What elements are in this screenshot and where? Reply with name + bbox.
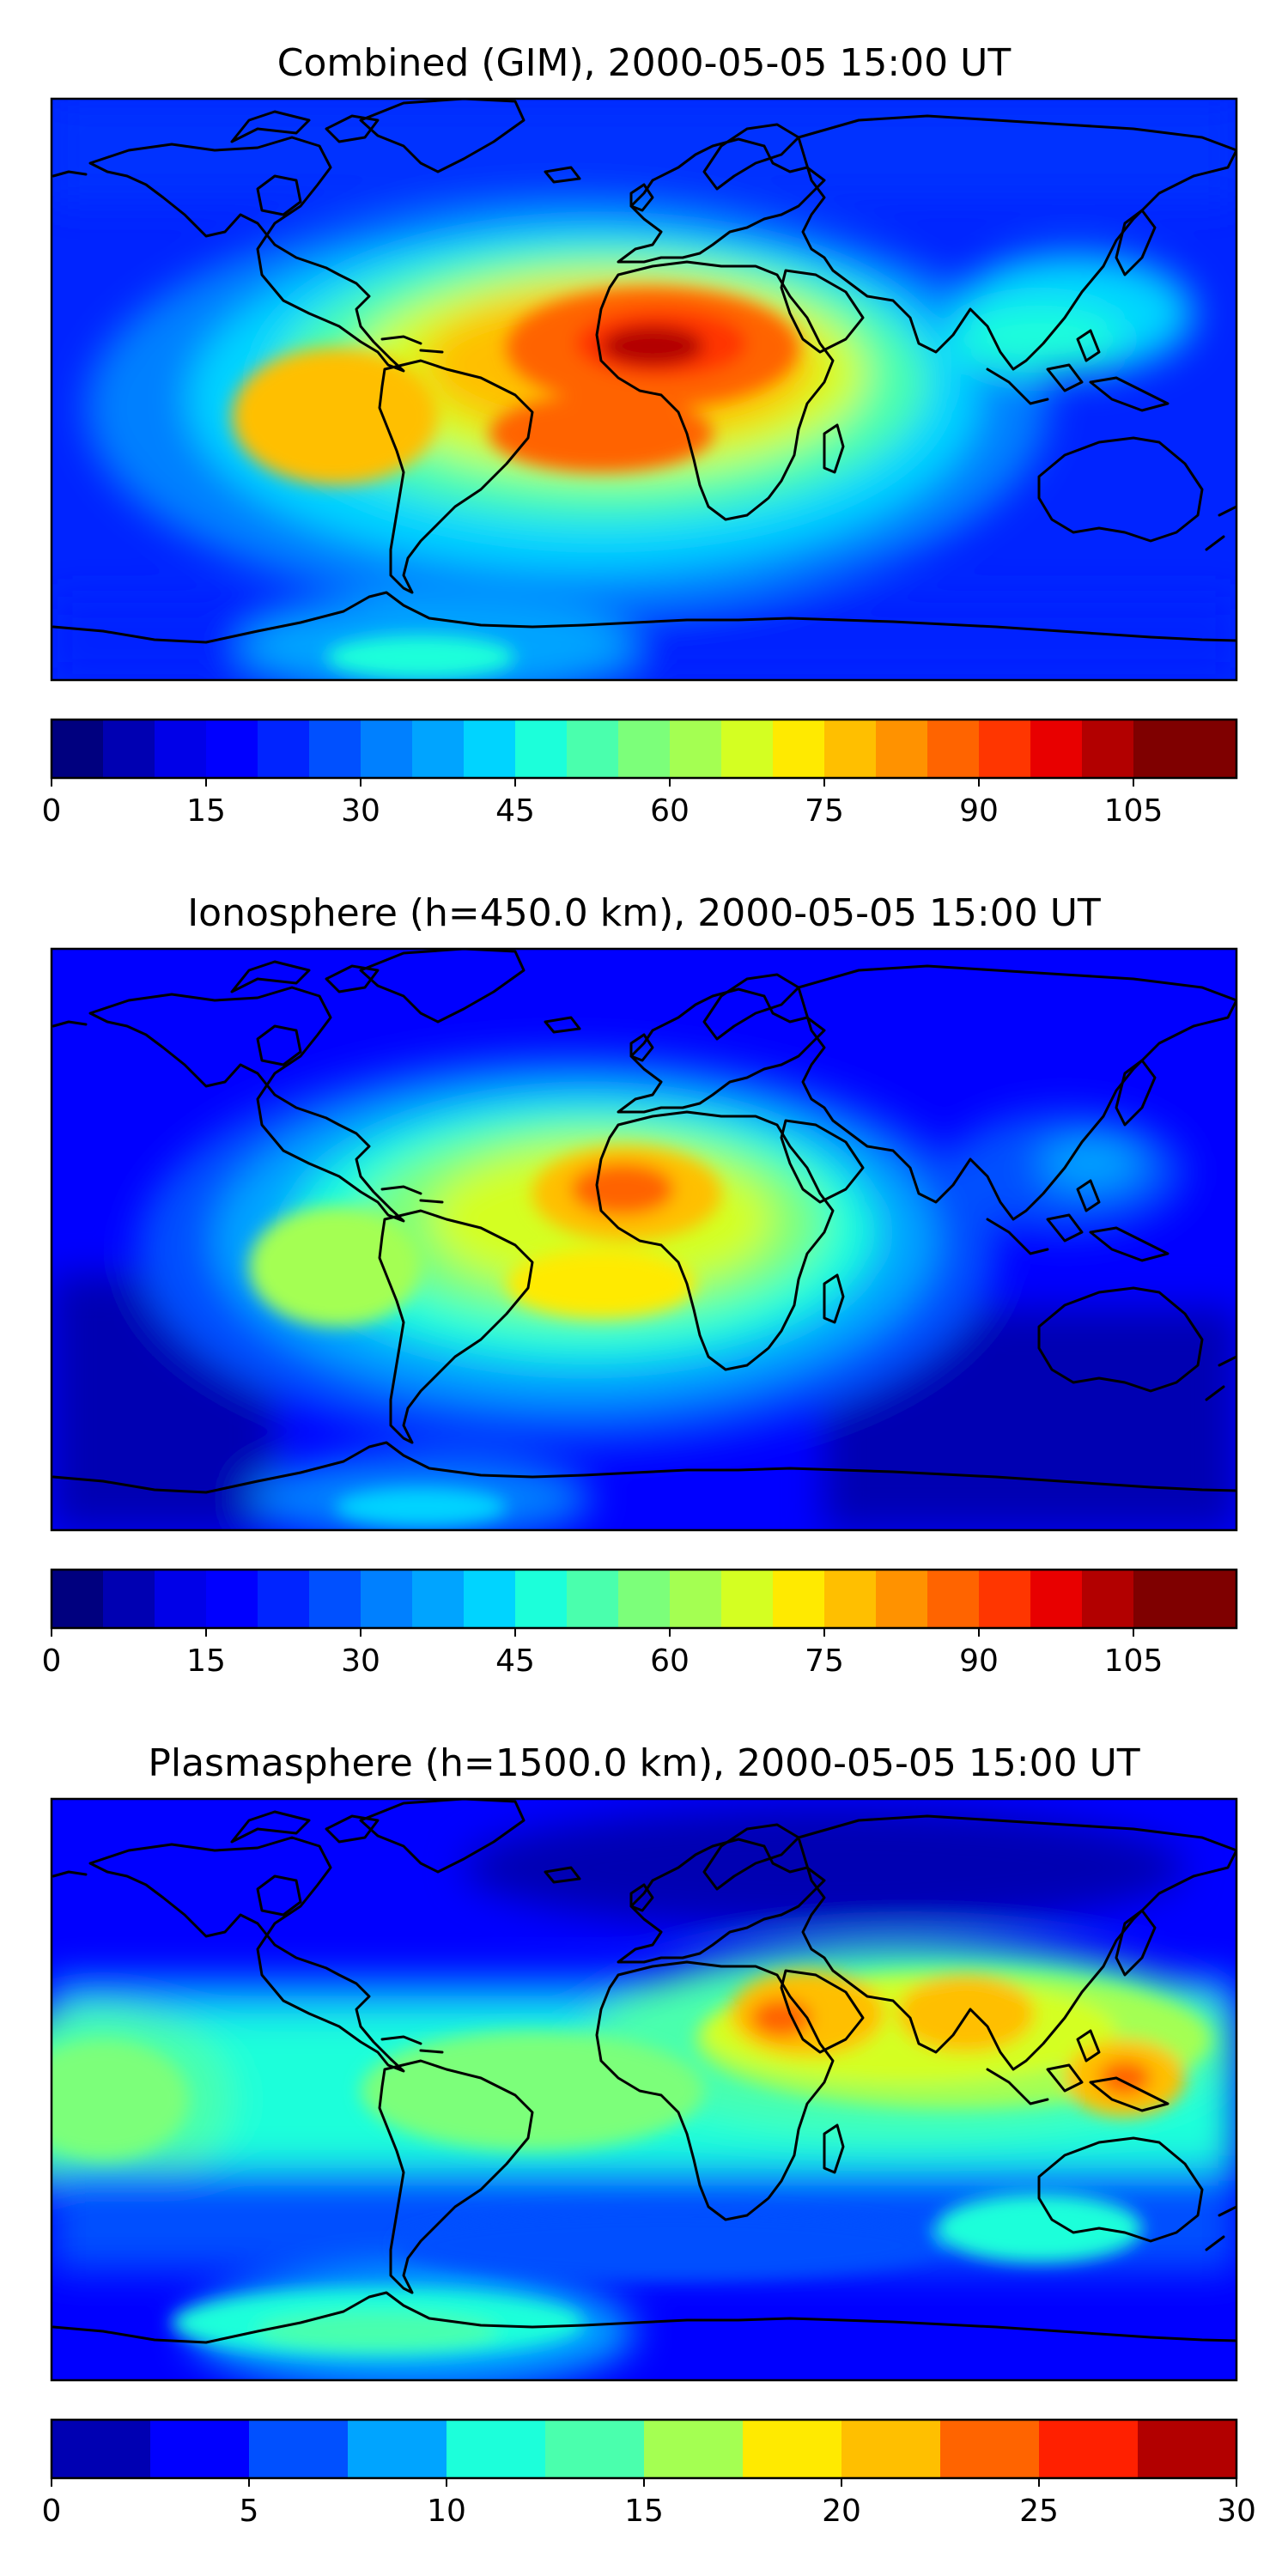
colorbar-segment <box>309 1570 361 1628</box>
colorbar-segment <box>103 720 155 778</box>
colorbar-segment <box>618 720 671 778</box>
colorbar-segment <box>1039 2420 1139 2478</box>
colorbar-frame <box>50 718 1238 780</box>
colorbar-segment <box>644 2420 744 2478</box>
colorbar-tick-label: 0 <box>42 2494 62 2529</box>
tec-map-plasmasphere <box>52 1799 1236 2380</box>
colorbar-tick-label: 10 <box>427 2494 466 2529</box>
colorbar-segment <box>361 720 413 778</box>
colorbar-tick-label: 30 <box>1217 2494 1256 2529</box>
colorbar-tick-label: 45 <box>495 793 535 829</box>
panel-title: Combined (GIM), 2000-05-05 15:00 UT <box>277 41 1012 85</box>
colorbar-segment <box>52 720 104 778</box>
colorbar-segment <box>447 2420 546 2478</box>
colorbar-tick-label: 105 <box>1104 1643 1163 1679</box>
colorbar-segment <box>940 2420 1040 2478</box>
colorbar-segment <box>361 1570 413 1628</box>
colorbar-tick-label: 25 <box>1019 2494 1059 2529</box>
colorbar-tick-label: 0 <box>42 1643 62 1679</box>
colorbar-tick-label: 60 <box>650 793 690 829</box>
colorbar-tick-label: 0 <box>42 793 62 829</box>
map-frame <box>50 97 1238 682</box>
colorbar-ionosphere: 0 15 30 45 60 75 90 105 <box>42 1568 1238 1679</box>
colorbar-segment <box>670 1570 722 1628</box>
colorbar-tick-label: 5 <box>240 2494 259 2529</box>
colorbar-segment <box>155 1570 207 1628</box>
colorbar-segment <box>258 720 310 778</box>
colorbar-combined: 0 15 30 45 60 75 90 105 <box>42 718 1238 829</box>
colorbar-segment <box>773 1570 825 1628</box>
colorbar-segment <box>721 1570 774 1628</box>
colorbar-segment <box>773 720 825 778</box>
colorbar-segment <box>1138 2420 1237 2478</box>
panel-ionosphere: Ionosphere (h=450.0 km), 2000-05-05 15:0… <box>42 891 1238 1679</box>
colorbar-segment <box>412 1570 465 1628</box>
colorbar-tick-label: 45 <box>495 1643 535 1679</box>
colorbar-frame <box>50 1568 1238 1630</box>
colorbar-segment <box>412 720 465 778</box>
colorbar-tick-label: 75 <box>805 793 844 829</box>
panel-plasmasphere: Plasmasphere (h=1500.0 km), 2000-05-05 1… <box>42 1741 1256 2529</box>
colorbar-segment <box>1185 1570 1237 1628</box>
colorbar-tick-label: 30 <box>341 793 380 829</box>
tec-map-ionosphere <box>52 949 1236 1530</box>
map-frame <box>50 947 1238 1532</box>
colorbar-segment <box>464 1570 516 1628</box>
colorbar-segment <box>249 2420 349 2478</box>
colorbar-segment <box>876 720 928 778</box>
colorbar-segment <box>567 1570 619 1628</box>
colorbar-segment <box>841 2420 941 2478</box>
panel-title: Ionosphere (h=450.0 km), 2000-05-05 15:0… <box>187 891 1101 935</box>
colorbar-segment <box>824 1570 877 1628</box>
colorbar-tick-label: 105 <box>1104 793 1163 829</box>
colorbar-segment <box>52 2420 151 2478</box>
colorbar-tick-label: 60 <box>650 1643 690 1679</box>
colorbar-segment <box>545 2420 645 2478</box>
colorbar-segment <box>515 1570 568 1628</box>
map-frame <box>50 1797 1238 2382</box>
colorbar-tick-label: 15 <box>186 793 226 829</box>
colorbar-tick-label: 90 <box>959 793 999 829</box>
colorbar-segment <box>1133 720 1186 778</box>
colorbar-segment <box>1082 720 1134 778</box>
colorbar-segment <box>1082 1570 1134 1628</box>
colorbar-segment <box>824 720 877 778</box>
colorbar-segment <box>927 720 980 778</box>
colorbar-segment <box>309 720 361 778</box>
colorbar-segment <box>1133 1570 1186 1628</box>
colorbar-tick-label: 20 <box>822 2494 861 2529</box>
colorbar-segment <box>1030 1570 1083 1628</box>
colorbar-segment <box>1185 720 1237 778</box>
colorbar-segment <box>721 720 774 778</box>
colorbar-tick-label: 75 <box>805 1643 844 1679</box>
panel-title: Plasmasphere (h=1500.0 km), 2000-05-05 1… <box>148 1741 1139 1785</box>
colorbar-segment <box>876 1570 928 1628</box>
colorbar-tick-label: 15 <box>624 2494 664 2529</box>
colorbar-segment <box>515 720 568 778</box>
colorbar-segment <box>927 1570 980 1628</box>
colorbar-segment <box>979 720 1031 778</box>
colorbar-segment <box>1030 720 1083 778</box>
colorbar-segment <box>348 2420 447 2478</box>
colorbar-segment <box>258 1570 310 1628</box>
colorbar-segment <box>150 2420 250 2478</box>
colorbar-segment <box>206 1570 258 1628</box>
colorbar-segment <box>567 720 619 778</box>
colorbar-tick-label: 15 <box>186 1643 226 1679</box>
colorbar-segment <box>155 720 207 778</box>
panel-combined-gim: Combined (GIM), 2000-05-05 15:00 UT <box>42 41 1238 829</box>
colorbar-tick-label: 30 <box>341 1643 380 1679</box>
colorbar-segment <box>206 720 258 778</box>
colorbar-segment <box>52 1570 104 1628</box>
colorbar-segment <box>743 2420 842 2478</box>
colorbar-tick-label: 90 <box>959 1643 999 1679</box>
colorbar-segment <box>464 720 516 778</box>
colorbar-segment <box>103 1570 155 1628</box>
colorbar-plasmasphere: 0 5 10 15 20 25 30 <box>42 2418 1256 2529</box>
colorbar-segment <box>979 1570 1031 1628</box>
colorbar-segment <box>618 1570 671 1628</box>
tec-map-combined <box>52 99 1236 680</box>
colorbar-segment <box>670 720 722 778</box>
